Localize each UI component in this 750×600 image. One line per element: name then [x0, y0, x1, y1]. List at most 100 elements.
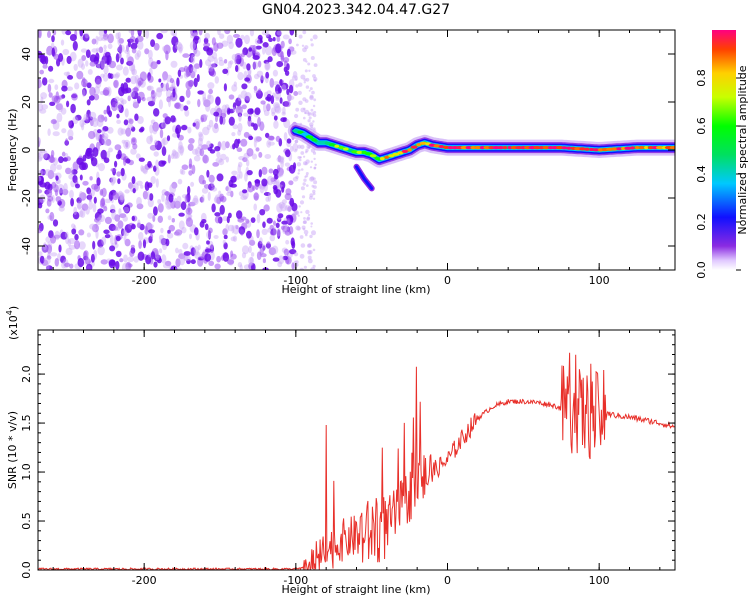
- noise-speckle: [67, 238, 72, 247]
- noise-speckle: [160, 30, 168, 34]
- noise-speckle: [117, 127, 124, 136]
- noise-speckle: [234, 53, 243, 60]
- noise-speckle: [244, 34, 250, 45]
- noise-speckle: [232, 124, 239, 130]
- noise-speckle: [131, 223, 136, 230]
- noise-speckle: [276, 30, 283, 36]
- noise-speckle: [183, 255, 191, 261]
- noise-speckle: [313, 180, 318, 185]
- noise-speckle: [303, 229, 309, 235]
- noise-speckle: [201, 114, 209, 119]
- noise-speckle: [306, 184, 309, 187]
- noise-speckle: [284, 100, 291, 108]
- noise-speckle: [107, 33, 114, 44]
- noise-speckle: [190, 259, 196, 265]
- noise-speckle: [93, 196, 97, 204]
- ridge-peak: [374, 157, 381, 161]
- noise-speckle: [119, 192, 125, 201]
- noise-speckle: [130, 126, 136, 132]
- noise-speckle: [275, 135, 281, 142]
- noise-speckle: [240, 138, 248, 147]
- noise-speckle: [72, 211, 80, 220]
- noise-speckle: [132, 188, 136, 194]
- noise-speckle: [52, 219, 59, 227]
- noise-speckle: [197, 137, 203, 147]
- noise-speckle: [110, 209, 116, 214]
- noise-speckle: [39, 255, 45, 264]
- noise-speckle: [288, 164, 296, 174]
- noise-speckle: [98, 136, 103, 147]
- noise-speckle: [51, 35, 55, 43]
- noise-speckle: [131, 47, 137, 54]
- noise-speckle: [38, 227, 42, 234]
- noise-speckle: [108, 147, 113, 153]
- noise-speckle: [82, 251, 88, 261]
- noise-speckle: [151, 90, 155, 95]
- noise-speckle: [279, 97, 283, 104]
- noise-speckle: [307, 119, 311, 123]
- noise-speckle: [256, 251, 262, 260]
- noise-speckle: [47, 169, 55, 180]
- noise-speckle: [172, 88, 176, 98]
- noise-speckle: [235, 225, 239, 230]
- noise-speckle: [58, 53, 64, 62]
- noise-speckle: [219, 33, 225, 39]
- noise-speckle: [254, 136, 261, 143]
- noise-speckle: [114, 96, 120, 102]
- noise-speckle: [304, 69, 308, 73]
- noise-speckle: [281, 84, 287, 92]
- noise-speckle: [285, 239, 290, 245]
- noise-speckle: [126, 52, 131, 61]
- noise-speckle: [267, 56, 273, 63]
- noise-speckle: [192, 197, 199, 206]
- noise-speckle: [133, 256, 139, 263]
- noise-speckle: [236, 147, 243, 152]
- noise-speckle: [207, 94, 212, 100]
- noise-speckle: [103, 157, 110, 164]
- noise-speckle: [202, 126, 210, 136]
- noise-speckle: [162, 46, 167, 52]
- noise-speckle: [148, 223, 154, 229]
- noise-speckle: [231, 53, 238, 61]
- noise-speckle: [138, 231, 144, 241]
- ridge-peak: [561, 146, 568, 150]
- noise-speckle: [284, 70, 290, 76]
- noise-speckle: [162, 113, 168, 119]
- ridge-peak: [311, 138, 317, 142]
- noise-speckle: [185, 88, 191, 99]
- noise-speckle: [153, 165, 157, 172]
- noise-speckle: [114, 160, 118, 168]
- noise-speckle: [59, 187, 63, 196]
- noise-speckle: [95, 133, 100, 141]
- noise-speckle: [206, 47, 214, 56]
- noise-speckle: [243, 131, 250, 138]
- noise-speckle: [69, 189, 74, 199]
- noise-speckle: [198, 30, 203, 36]
- noise-speckle: [147, 198, 154, 208]
- noise-speckle: [98, 46, 104, 54]
- noise-speckle: [156, 86, 164, 93]
- noise-speckle: [308, 69, 311, 73]
- noise-speckle: [149, 134, 153, 142]
- noise-speckle: [258, 169, 262, 178]
- noise-speckle: [118, 208, 122, 215]
- noise-speckle: [182, 53, 190, 58]
- x-tick-label: 100: [589, 574, 610, 587]
- noise-speckle: [100, 73, 105, 78]
- noise-speckle: [272, 37, 276, 42]
- noise-speckle: [115, 260, 120, 270]
- noise-speckle: [159, 248, 163, 254]
- noise-speckle: [307, 146, 311, 149]
- noise-speckle: [265, 196, 270, 202]
- noise-speckle: [292, 71, 298, 79]
- noise-speckle: [117, 220, 124, 229]
- noise-speckle: [247, 118, 252, 127]
- noise-speckle: [132, 100, 138, 106]
- noise-speckle: [303, 116, 306, 120]
- y-tick-label: 1.0: [20, 463, 33, 481]
- noise-speckle: [310, 176, 315, 181]
- noise-speckle: [52, 131, 60, 137]
- noise-speckle: [275, 189, 282, 198]
- noise-speckle: [112, 73, 116, 79]
- x-tick-label: -100: [283, 274, 308, 287]
